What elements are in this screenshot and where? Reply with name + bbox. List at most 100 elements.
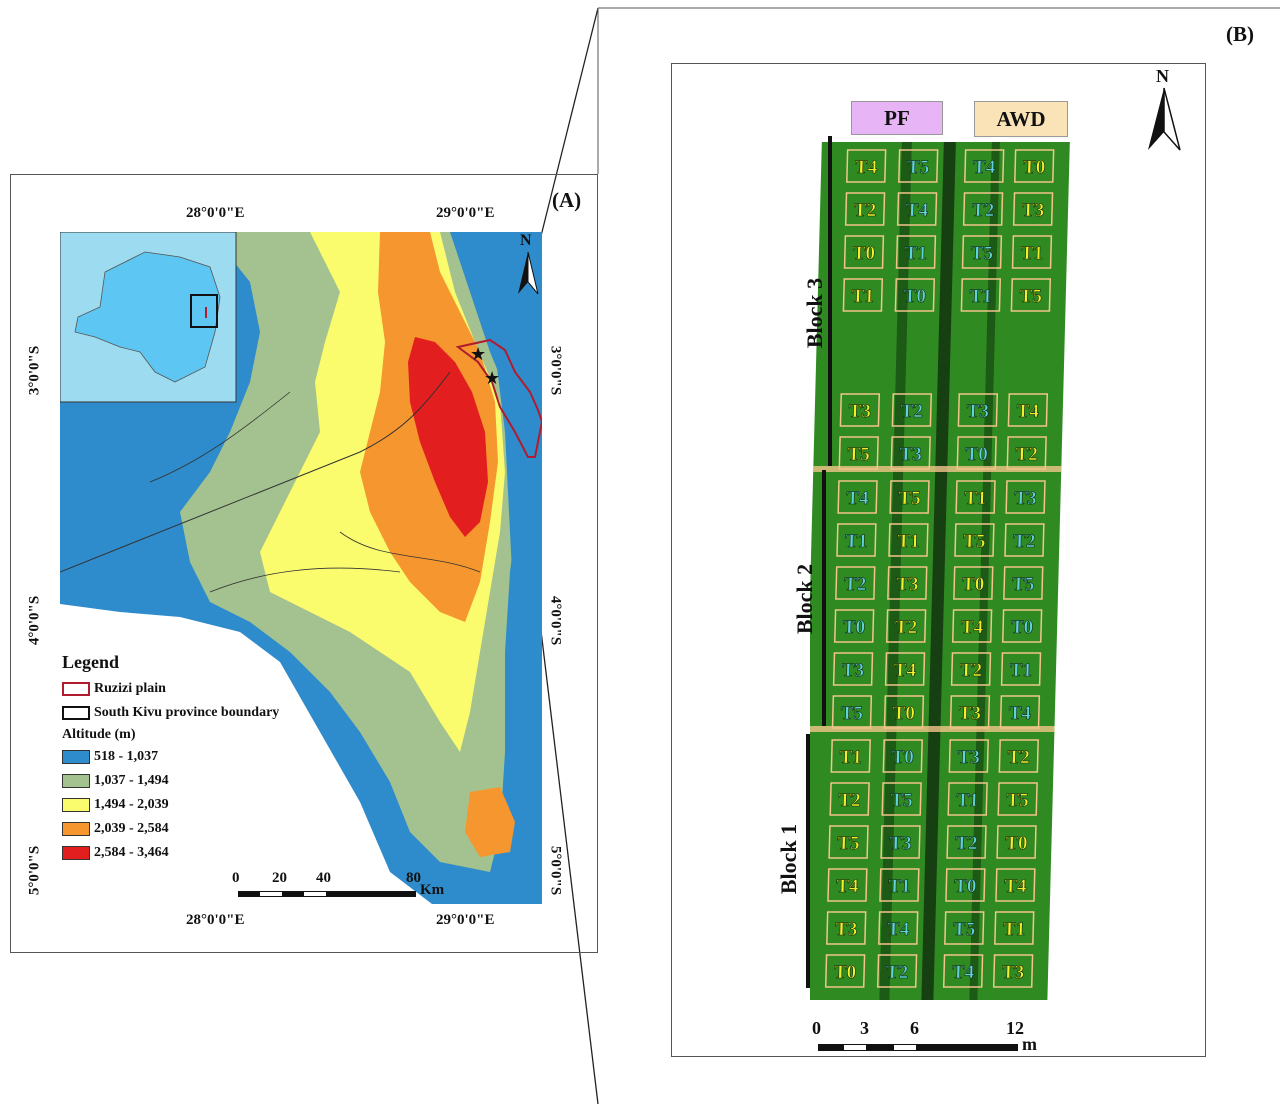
altitude-class-2: 1,494 - 2,039 [62, 793, 332, 817]
plot-label: T4 [887, 919, 910, 940]
plot-b3-c0: T1 [842, 278, 884, 312]
plot-b6-c3: T3 [1005, 480, 1046, 514]
plot-b0-c3: T0 [1014, 149, 1055, 183]
plot-label: T5 [953, 919, 976, 940]
plot-label: T4 [855, 157, 878, 178]
svg-text:★: ★ [470, 344, 486, 365]
plot-label: T0 [891, 747, 914, 768]
scale-tick-80: 80 [406, 870, 421, 886]
block1-bar [806, 734, 810, 988]
plot-label: T3 [957, 747, 980, 768]
block-3-label: Block 3 [802, 277, 827, 349]
altitude-class-4: 2,584 - 3,464 [62, 841, 332, 865]
plot-b16-c0: T3 [826, 911, 867, 945]
plot-label: T5 [971, 243, 994, 264]
plot-b2-c1: T1 [895, 235, 937, 269]
plot-b17-c3: T3 [992, 954, 1034, 988]
scale-tick-20: 20 [272, 870, 287, 886]
scale-b-tick-6: 6 [910, 1018, 919, 1038]
plot-b4-c0: T3 [839, 393, 881, 427]
plot-label: T3 [835, 919, 858, 940]
plot-b4-c1: T2 [891, 393, 933, 427]
scale-unit-km: Km [420, 882, 445, 898]
plot-b17-c2: T4 [942, 954, 984, 988]
plot-label: T1 [905, 243, 928, 264]
plot-label: T0 [834, 962, 857, 983]
plot-label: T4 [906, 200, 929, 221]
panel-b-label: (B) [1226, 22, 1254, 46]
top-coord-28E: 28°0'0"E [186, 205, 245, 221]
plot-label: T3 [842, 660, 865, 681]
plot-label: T3 [889, 833, 912, 854]
plot-label: T3 [899, 444, 922, 465]
plot-b2-c0: T0 [843, 235, 885, 269]
plot-label: T5 [898, 488, 921, 509]
map-legend: Legend Ruzizi plain South Kivu province … [62, 652, 332, 865]
svg-text:★: ★ [484, 368, 500, 389]
plot-label: T5 [1006, 790, 1029, 811]
plot-label: T0 [1011, 617, 1034, 638]
plot-label: T2 [1013, 531, 1036, 552]
plot-label: T5 [890, 790, 913, 811]
plot-b8-c3: T5 [1003, 566, 1044, 600]
altitude-classes: 518 - 1,037 1,037 - 1,494 1,494 - 2,039 2,0… [62, 745, 332, 865]
plot-b7-c3: T2 [1004, 523, 1045, 557]
scale-bar-b [818, 1044, 1018, 1051]
plot-label: T2 [886, 962, 909, 983]
plot-b1-c3: T3 [1012, 192, 1054, 226]
plot-b0-c1: T5 [898, 149, 939, 183]
scale-tick-40: 40 [316, 870, 331, 886]
plot-label: T0 [843, 617, 866, 638]
plot-label: T3 [1022, 200, 1045, 221]
plot-b6-c0: T4 [837, 480, 878, 514]
block2-bar [822, 470, 826, 726]
plot-label: T3 [959, 703, 982, 724]
plot-label: T5 [847, 444, 870, 465]
plot-b11-c2: T3 [949, 695, 991, 729]
plot-label: T4 [1016, 401, 1039, 422]
plot-b1-c2: T2 [962, 192, 1004, 226]
pf-label: PF [851, 101, 943, 135]
plot-label: T0 [962, 574, 985, 595]
plot-b9-c0: T0 [833, 609, 875, 643]
plot-label: T2 [1015, 444, 1038, 465]
plot-label: T0 [1023, 157, 1046, 178]
plot-b14-c2: T2 [946, 825, 987, 859]
plot-label: T2 [844, 574, 867, 595]
plot-label: T4 [846, 488, 869, 509]
altitude-class-1: 1,037 - 1,494 [62, 769, 332, 793]
plot-b10-c2: T2 [950, 652, 992, 686]
right-coord-3S: 3°0'0"S [547, 345, 564, 396]
block3-bar [828, 136, 832, 466]
plot-label: T2 [972, 200, 995, 221]
plot-b6-c2: T1 [955, 480, 996, 514]
left-coord-3S: 3°0'0"S [26, 345, 43, 396]
plot-label: T0 [893, 703, 916, 724]
plot-label: T2 [960, 660, 983, 681]
plot-b1-c0: T2 [844, 192, 886, 226]
altitude-swatch-4 [62, 846, 90, 860]
altitude-swatch-2 [62, 798, 90, 812]
plot-b12-c2: T3 [948, 739, 989, 773]
altitude-map: ★ ★ [60, 232, 542, 904]
plot-b13-c2: T1 [947, 782, 988, 816]
altitude-swatch-3 [62, 822, 90, 836]
plot-b15-c2: T0 [945, 868, 986, 902]
plot-label: T5 [1012, 574, 1035, 595]
plot-b10-c3: T1 [1000, 652, 1042, 686]
plot-b6-c1: T5 [889, 480, 930, 514]
plot-b0-c0: T4 [846, 149, 887, 183]
plot-b3-c3: T5 [1010, 278, 1052, 312]
top-coord-29E: 29°0'0"E [436, 205, 495, 221]
plot-label: T0 [903, 286, 926, 307]
panel-a-label: (A) [552, 188, 582, 212]
bottom-coord-29E: 29°0'0"E [436, 912, 495, 928]
plot-label: T5 [963, 531, 986, 552]
plot-b10-c1: T4 [884, 652, 926, 686]
left-coord-4S: 4°0'0"S [26, 595, 43, 646]
awd-label: AWD [974, 101, 1068, 137]
plot-b17-c1: T2 [876, 954, 918, 988]
plot-b3-c2: T1 [960, 278, 1002, 312]
altitude-class-3: 2,039 - 2,584 [62, 817, 332, 841]
altitude-swatch-0 [62, 750, 90, 764]
